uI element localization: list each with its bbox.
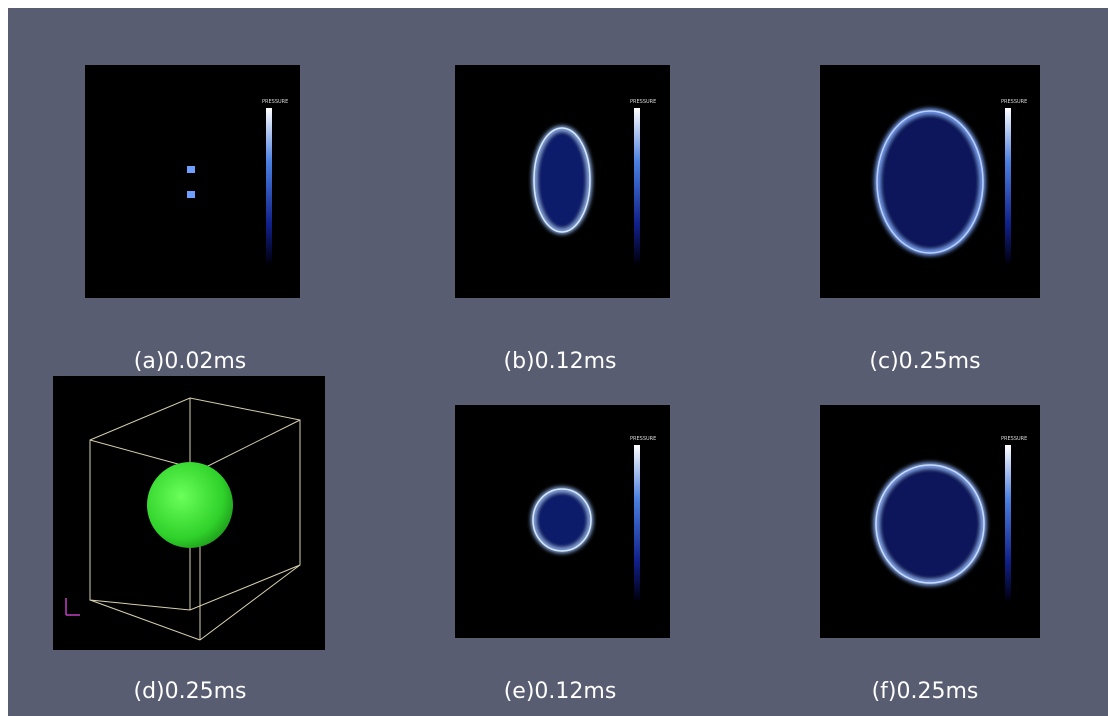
colorbar bbox=[634, 108, 640, 263]
caption: (a)0.02ms bbox=[134, 349, 247, 374]
colorbar bbox=[1005, 108, 1011, 263]
pressure-wave-edge bbox=[876, 110, 984, 254]
caption: (d)0.25ms bbox=[133, 679, 246, 704]
pressure-wave-edge bbox=[875, 464, 985, 584]
sphere bbox=[147, 462, 233, 548]
plot-a bbox=[85, 65, 300, 298]
axes-triad bbox=[65, 598, 80, 616]
caption: (e)0.12ms bbox=[504, 679, 617, 704]
colorbar bbox=[634, 445, 640, 600]
colorbar bbox=[1005, 445, 1011, 600]
colorbar-title: PRESSURE bbox=[630, 99, 656, 105]
colorbar-title: PRESSURE bbox=[262, 99, 288, 105]
colorbar-title: PRESSURE bbox=[630, 436, 656, 442]
caption: (b)0.12ms bbox=[503, 349, 616, 374]
colorbar-title: PRESSURE bbox=[1001, 99, 1027, 105]
caption: (c)0.25ms bbox=[869, 349, 980, 374]
colorbar bbox=[266, 108, 272, 263]
caption: (f)0.25ms bbox=[872, 679, 979, 704]
pressure-wave-edge bbox=[533, 127, 591, 233]
pressure-wave-edge bbox=[532, 488, 592, 552]
pressure-spot bbox=[187, 191, 195, 198]
colorbar-title: PRESSURE bbox=[1001, 436, 1027, 442]
pressure-spot bbox=[187, 166, 195, 173]
